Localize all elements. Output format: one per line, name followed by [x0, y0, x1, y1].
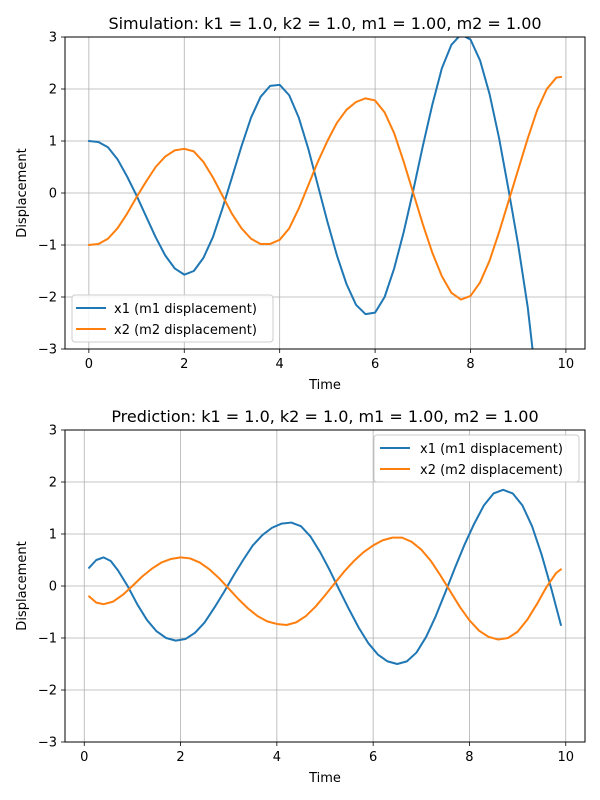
x-tick-label: 8 [465, 750, 473, 765]
y-tick-label: 1 [49, 528, 57, 543]
series-line-x2 [88, 536, 562, 641]
y-tick-label: −3 [38, 343, 57, 358]
y-tick-label: 2 [49, 83, 57, 98]
x-tick-label: 0 [80, 750, 88, 765]
x-tick-label: 2 [176, 750, 184, 765]
legend: x1 (m1 displacement) x2 (m2 displacement… [373, 434, 580, 483]
y-tick-label: 3 [49, 424, 57, 439]
y-tick-label: 0 [49, 580, 57, 595]
y-axis-label: Displacement [15, 148, 30, 237]
x-tick-label: 10 [558, 357, 575, 372]
y-axis-ticks: −3 −2 −1 0 1 2 3 [38, 31, 65, 358]
legend-box [373, 434, 580, 483]
y-tick-label: −1 [38, 239, 57, 254]
prediction-chart: Prediction: k1 = 1.0, k2 = 1.0, m1 = 1.0… [15, 407, 586, 786]
x-tick-label: 0 [85, 357, 93, 372]
x-axis-ticks: 0 2 4 6 8 10 [80, 742, 574, 765]
x-axis-label: Time [308, 378, 341, 393]
y-tick-label: 3 [49, 31, 57, 46]
y-axis-label: Displacement [15, 541, 30, 630]
series-line-x2 [87, 76, 563, 301]
legend: x1 (m1 displacement) x2 (m2 displacement… [71, 294, 274, 343]
x-tick-label: 8 [466, 357, 474, 372]
series-line-x1 [88, 488, 562, 665]
legend-label-x1: x1 (m1 displacement) [420, 442, 563, 457]
y-axis-ticks: −3 −2 −1 0 1 2 3 [38, 424, 65, 751]
y-tick-label: −2 [38, 684, 57, 699]
chart-title: Simulation: k1 = 1.0, k2 = 1.0, m1 = 1.0… [108, 14, 541, 33]
x-tick-label: 4 [273, 750, 281, 765]
series-group [87, 37, 563, 349]
y-tick-label: −3 [38, 736, 57, 751]
x-tick-label: 6 [371, 357, 379, 372]
legend-label-x1: x1 (m1 displacement) [114, 302, 257, 317]
legend-box [71, 294, 274, 343]
x-tick-label: 6 [369, 750, 377, 765]
y-tick-label: 1 [49, 135, 57, 150]
x-tick-label: 10 [557, 750, 574, 765]
chart-title: Prediction: k1 = 1.0, k2 = 1.0, m1 = 1.0… [111, 407, 538, 426]
legend-label-x2: x2 (m2 displacement) [420, 463, 563, 478]
simulation-chart: Simulation: k1 = 1.0, k2 = 1.0, m1 = 1.0… [15, 14, 586, 393]
series-group [88, 488, 562, 665]
y-tick-label: 0 [49, 187, 57, 202]
series-line-x1 [87, 37, 534, 349]
y-tick-label: −1 [38, 632, 57, 647]
x-tick-label: 2 [180, 357, 188, 372]
y-tick-label: −2 [38, 291, 57, 306]
y-tick-label: 2 [49, 476, 57, 491]
x-axis-label: Time [308, 771, 341, 786]
legend-label-x2: x2 (m2 displacement) [114, 323, 257, 338]
x-tick-label: 4 [276, 357, 284, 372]
x-axis-ticks: 0 2 4 6 8 10 [85, 349, 574, 372]
